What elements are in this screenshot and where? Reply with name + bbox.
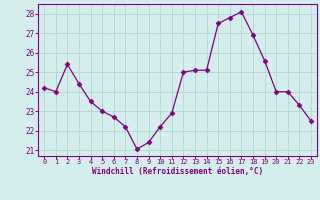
X-axis label: Windchill (Refroidissement éolien,°C): Windchill (Refroidissement éolien,°C) [92, 167, 263, 176]
